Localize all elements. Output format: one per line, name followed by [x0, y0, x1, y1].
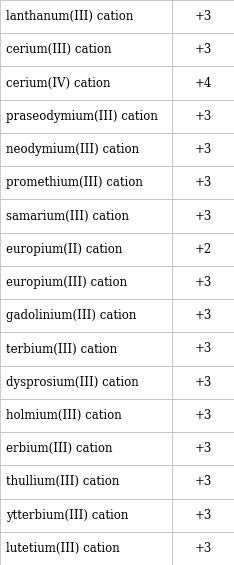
Bar — [0, 133, 172, 166]
Bar — [172, 466, 234, 498]
Bar — [172, 166, 234, 199]
Bar — [0, 99, 172, 133]
Text: praseodymium(III) cation: praseodymium(III) cation — [6, 110, 158, 123]
Text: +3: +3 — [194, 10, 212, 23]
Bar — [0, 299, 172, 332]
Bar — [172, 432, 234, 466]
Bar — [172, 532, 234, 565]
Text: +3: +3 — [194, 143, 212, 156]
Bar — [0, 332, 172, 366]
Text: thullium(III) cation: thullium(III) cation — [6, 475, 119, 488]
Text: erbium(III) cation: erbium(III) cation — [6, 442, 112, 455]
Bar — [0, 166, 172, 199]
Bar — [172, 266, 234, 299]
Bar — [172, 133, 234, 166]
Bar — [172, 299, 234, 332]
Bar — [0, 432, 172, 466]
Text: cerium(III) cation: cerium(III) cation — [6, 44, 111, 57]
Bar — [0, 366, 172, 399]
Text: dysprosium(III) cation: dysprosium(III) cation — [6, 376, 139, 389]
Bar — [0, 266, 172, 299]
Bar — [0, 33, 172, 67]
Bar — [172, 67, 234, 99]
Bar — [172, 33, 234, 67]
Text: ytterbium(III) cation: ytterbium(III) cation — [6, 508, 128, 521]
Bar — [0, 399, 172, 432]
Bar — [172, 366, 234, 399]
Text: terbium(III) cation: terbium(III) cation — [6, 342, 117, 355]
Text: +3: +3 — [194, 542, 212, 555]
Text: lutetium(III) cation: lutetium(III) cation — [6, 542, 120, 555]
Text: +3: +3 — [194, 409, 212, 422]
Bar — [172, 498, 234, 532]
Text: +3: +3 — [194, 508, 212, 521]
Bar — [172, 99, 234, 133]
Text: +3: +3 — [194, 309, 212, 322]
Bar — [0, 498, 172, 532]
Bar — [0, 0, 172, 33]
Text: +3: +3 — [194, 176, 212, 189]
Bar — [0, 532, 172, 565]
Bar — [172, 399, 234, 432]
Text: +4: +4 — [194, 77, 212, 90]
Text: lanthanum(III) cation: lanthanum(III) cation — [6, 10, 133, 23]
Text: holmium(III) cation: holmium(III) cation — [6, 409, 122, 422]
Text: europium(II) cation: europium(II) cation — [6, 243, 122, 256]
Text: +3: +3 — [194, 110, 212, 123]
Text: +2: +2 — [194, 243, 212, 256]
Text: +3: +3 — [194, 442, 212, 455]
Bar — [0, 199, 172, 233]
Text: +3: +3 — [194, 210, 212, 223]
Bar — [172, 233, 234, 266]
Text: +3: +3 — [194, 276, 212, 289]
Bar — [0, 233, 172, 266]
Bar — [172, 199, 234, 233]
Text: +3: +3 — [194, 44, 212, 57]
Text: cerium(IV) cation: cerium(IV) cation — [6, 77, 110, 90]
Text: +3: +3 — [194, 342, 212, 355]
Text: gadolinium(III) cation: gadolinium(III) cation — [6, 309, 136, 322]
Bar — [0, 67, 172, 99]
Bar — [172, 0, 234, 33]
Text: +3: +3 — [194, 475, 212, 488]
Text: promethium(III) cation: promethium(III) cation — [6, 176, 143, 189]
Text: samarium(III) cation: samarium(III) cation — [6, 210, 129, 223]
Text: neodymium(III) cation: neodymium(III) cation — [6, 143, 139, 156]
Text: +3: +3 — [194, 376, 212, 389]
Text: europium(III) cation: europium(III) cation — [6, 276, 127, 289]
Bar — [0, 466, 172, 498]
Bar — [172, 332, 234, 366]
